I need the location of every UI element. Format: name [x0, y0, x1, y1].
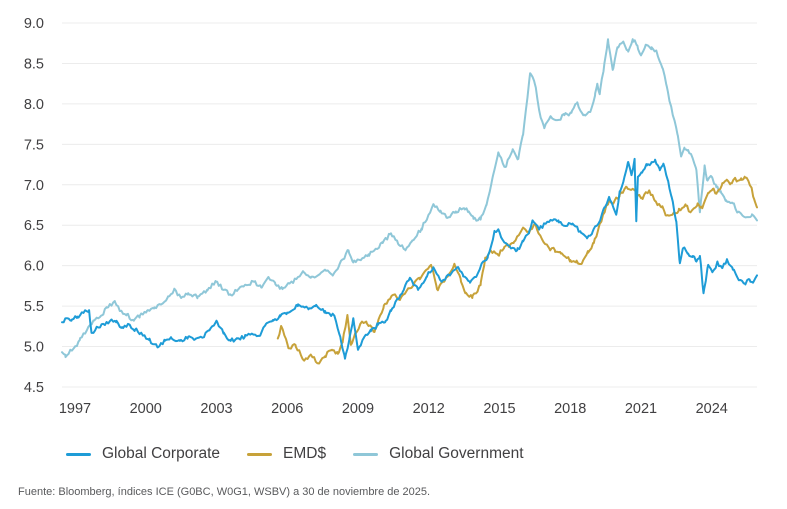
- x-tick-label: 2021: [625, 401, 657, 417]
- series-line-emd: [276, 175, 758, 365]
- x-tick-label: 2000: [130, 401, 162, 417]
- x-tick-label: 2003: [200, 401, 232, 417]
- y-tick-label: 8.0: [24, 97, 44, 113]
- x-tick-label: 2009: [342, 401, 374, 417]
- legend-label-emd: EMD$: [283, 445, 327, 462]
- legend-item-emd[interactable]: EMD$: [247, 445, 326, 463]
- series-line-global-government: [61, 38, 758, 359]
- y-tick-label: 8.5: [24, 56, 44, 72]
- y-tick-label: 4.5: [24, 380, 44, 396]
- series-lines: [61, 38, 758, 365]
- source-note: Fuente: Bloomberg, índices ICE (G0BC, W0…: [18, 486, 431, 498]
- gridlines: [62, 22, 757, 388]
- y-tick-label: 6.5: [24, 218, 44, 234]
- series-line-global-corporate: [61, 157, 758, 360]
- x-tick-label: 2006: [271, 401, 303, 417]
- x-tick-label: 1997: [59, 401, 91, 417]
- legend-item-global-corporate[interactable]: Global Corporate: [66, 445, 220, 463]
- global-corporate-line-swatch-icon: [66, 452, 91, 456]
- global-government-line-swatch-icon: [353, 452, 379, 456]
- x-tick-label: 2024: [696, 401, 728, 417]
- y-tick-label: 7.5: [24, 137, 44, 153]
- y-tick-label: 6.0: [24, 259, 44, 275]
- y-tick-label: 5.0: [24, 340, 44, 356]
- y-tick-label: 9.0: [24, 16, 44, 32]
- y-axis-tick-labels: 4.5 5.0 5.5 6.0 6.5 7.0 7.5 8.0 8.5 9.0: [24, 16, 44, 396]
- chart-legend: Global Corporate EMD$ Global Government: [66, 443, 524, 465]
- legend-item-global-government[interactable]: Global Government: [353, 445, 524, 463]
- emd-line-swatch-icon: [247, 452, 273, 456]
- y-tick-label: 5.5: [24, 299, 44, 315]
- y-tick-label: 7.0: [24, 178, 44, 194]
- line-chart: 4.5 5.0 5.5 6.0 6.5 7.0 7.5 8.0 8.5 9.0 1997 2000 20…: [24, 16, 758, 417]
- x-tick-label: 2012: [413, 401, 445, 417]
- x-axis-tick-labels: 1997 2000 2003 2006 2009 2012 2015 2018 2021 2024: [59, 401, 728, 417]
- x-tick-label: 2015: [483, 401, 515, 417]
- legend-label-global-corporate: Global Corporate: [102, 445, 221, 462]
- x-tick-label: 2018: [554, 401, 586, 417]
- legend-label-global-government: Global Government: [389, 445, 524, 462]
